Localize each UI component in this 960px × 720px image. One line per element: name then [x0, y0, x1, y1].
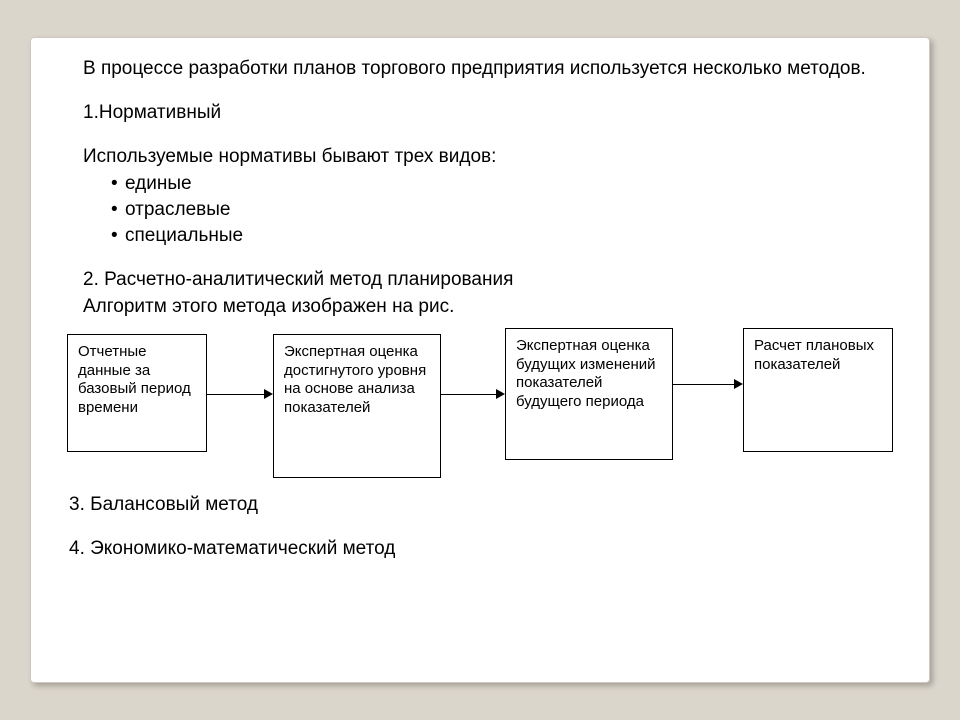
- flow-node-n1: Отчетные данные за базовый период времен…: [67, 334, 207, 452]
- item2-title: 2. Расчетно-аналитический метод планиров…: [55, 267, 905, 293]
- bullet-item: отраслевые: [125, 197, 905, 223]
- content-card: В процессе разработки планов торгового п…: [30, 37, 930, 683]
- item1-subtitle: Используемые нормативы бывают трех видов…: [55, 144, 905, 170]
- intro-paragraph: В процессе разработки планов торгового п…: [55, 56, 905, 82]
- flow-node-n3: Экспертная оценка будущих изменений пока…: [505, 328, 673, 460]
- item4: 4. Экономико-математический метод: [69, 536, 905, 562]
- bullet-item: специальные: [125, 223, 905, 249]
- item1-bullets: единые отраслевые специальные: [55, 171, 905, 250]
- item1-title: 1.Нормативный: [55, 100, 905, 126]
- text-content: В процессе разработки планов торгового п…: [55, 56, 905, 562]
- flow-arrow: [441, 394, 505, 395]
- flow-node-n2: Экспертная оценка достигнутого уровня на…: [273, 334, 441, 478]
- flow-node-n4: Расчет плановых показателей: [743, 328, 893, 452]
- bullet-item: единые: [125, 171, 905, 197]
- flow-arrow: [207, 394, 273, 395]
- flowchart: Отчетные данные за базовый период времен…: [55, 328, 905, 484]
- item3: 3. Балансовый метод: [69, 492, 905, 518]
- flow-arrow: [673, 384, 743, 385]
- item2-subtitle: Алгоритм этого метода изображен на рис.: [55, 294, 905, 320]
